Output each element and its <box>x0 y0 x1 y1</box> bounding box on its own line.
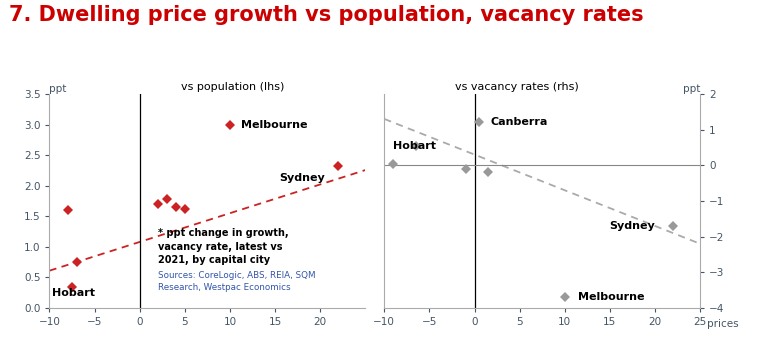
Text: Canberra: Canberra <box>491 118 548 127</box>
Text: Melbourne: Melbourne <box>240 119 307 129</box>
Text: ppt: ppt <box>683 84 700 94</box>
Text: vs population (lhs): vs population (lhs) <box>181 82 285 92</box>
Text: vs vacancy rates (rhs): vs vacancy rates (rhs) <box>455 82 579 92</box>
Text: Melbourne: Melbourne <box>578 292 645 302</box>
Text: Sydney: Sydney <box>279 173 325 183</box>
Text: Sydney: Sydney <box>610 221 655 231</box>
Text: prices: prices <box>707 319 739 329</box>
Text: ppt: ppt <box>49 84 67 94</box>
Text: * ppt change in growth,
vacancy rate, latest vs
2021, by capital city: * ppt change in growth, vacancy rate, la… <box>158 229 288 265</box>
Text: Hobart: Hobart <box>52 288 94 298</box>
Text: 7. Dwelling price growth vs population, vacancy rates: 7. Dwelling price growth vs population, … <box>9 5 644 25</box>
Text: Sources: CoreLogic, ABS, REIA, SQM
Research, Westpac Economics: Sources: CoreLogic, ABS, REIA, SQM Resea… <box>158 271 315 292</box>
Text: Hobart: Hobart <box>393 141 436 151</box>
